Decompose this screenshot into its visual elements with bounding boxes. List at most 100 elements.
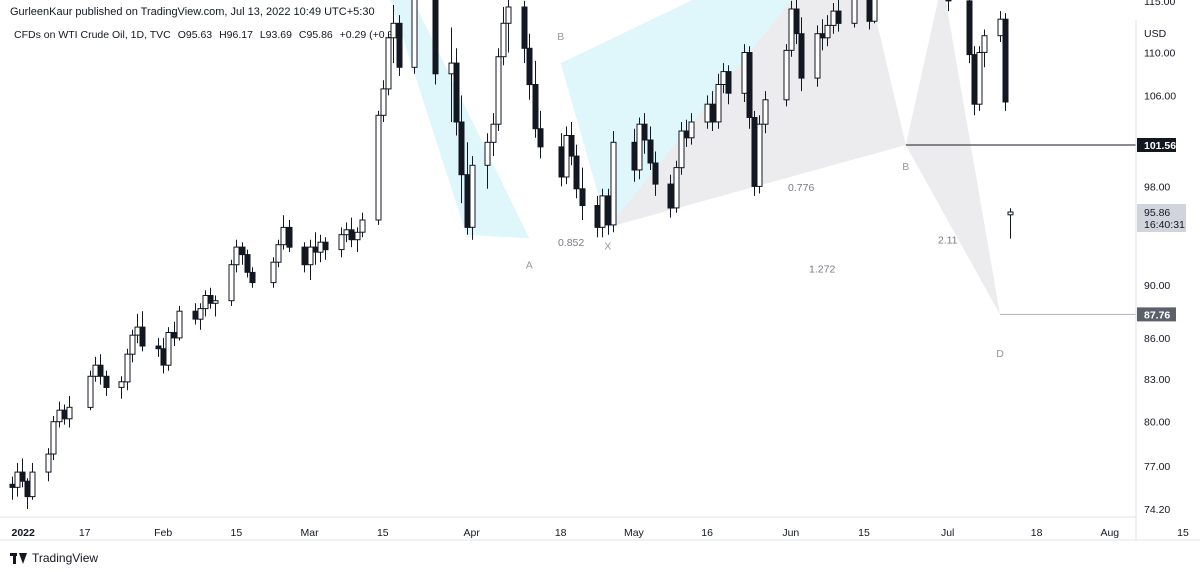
candle-body-up bbox=[741, 52, 748, 94]
candle-2022-02-02 bbox=[165, 327, 172, 371]
candle-2022-05-11 bbox=[678, 122, 685, 175]
candle-body-up bbox=[814, 33, 821, 79]
pattern-label-12: 0.776 bbox=[788, 182, 814, 194]
candle-body-down bbox=[537, 128, 544, 148]
candle-body-down bbox=[396, 22, 403, 68]
candle-body-up bbox=[354, 231, 361, 241]
candle-2022-01-11 bbox=[50, 416, 57, 460]
candle-2022-06-02 bbox=[793, 0, 800, 45]
candle-body-up bbox=[29, 471, 36, 498]
candle-2022-04-04 bbox=[484, 133, 491, 189]
candle-body-up bbox=[756, 123, 763, 187]
time-tick-label: 17 bbox=[79, 527, 91, 539]
candle-body-up bbox=[87, 375, 94, 408]
candle-2022-07-01 bbox=[945, 0, 952, 12]
time-tick-label: Jun bbox=[782, 527, 799, 539]
time-tick-label: Mar bbox=[301, 527, 320, 539]
bar-countdown: 16:40:31 bbox=[1144, 219, 1185, 231]
candle-body-up bbox=[484, 141, 491, 166]
candle-2022-04-06 bbox=[495, 48, 502, 131]
candle-2022-07-11 bbox=[997, 11, 1004, 42]
ohlc-close: C95.86 bbox=[298, 29, 333, 41]
candle-2022-04-22 bbox=[579, 167, 586, 220]
candle-2022-04-20 bbox=[568, 122, 575, 166]
candle-2022-03-14 bbox=[375, 110, 382, 225]
time-tick-label: May bbox=[624, 527, 645, 539]
pattern-label-7: X bbox=[604, 241, 611, 253]
ohlc-high: H96.17 bbox=[219, 29, 253, 41]
candle-body-up bbox=[275, 244, 282, 263]
candle-2022-06-17 bbox=[871, 0, 878, 24]
candle-2022-07-05 bbox=[966, 0, 973, 64]
candle-body-down bbox=[97, 364, 104, 377]
candle-body-up bbox=[212, 300, 219, 304]
candle-body-up bbox=[197, 308, 204, 320]
candle-2022-04-19 bbox=[563, 126, 570, 185]
candle-body-up bbox=[280, 226, 287, 246]
symbol-name[interactable]: CFDs on WTI Crude Oil, 1D, TVC bbox=[14, 29, 171, 41]
candle-2022-05-26 bbox=[756, 115, 763, 194]
candle-body-up bbox=[129, 334, 136, 355]
candle-body-up bbox=[673, 167, 680, 209]
trend-line-layer bbox=[905, 144, 1136, 315]
candle-2022-05-18 bbox=[715, 73, 722, 129]
candle-body-down bbox=[301, 246, 308, 266]
candle-body-down bbox=[9, 483, 16, 488]
pattern-1-leg-1 bbox=[390, 0, 530, 239]
candle-body-up bbox=[228, 264, 235, 302]
candle-body-up bbox=[375, 114, 382, 221]
price-tick-label: 80.00 bbox=[1144, 417, 1170, 429]
candle-body-up bbox=[124, 353, 131, 383]
candle-2022-01-14 bbox=[66, 395, 73, 428]
candle-body-down bbox=[605, 195, 612, 226]
candle-2022-06-03 bbox=[798, 17, 805, 92]
time-axis: 2022 17 Feb 15 Mar 15 Apr 18 May 16 Jun 15 Jul 18 Aug 1… bbox=[12, 527, 1189, 539]
price-label-value: 87.76 bbox=[1144, 309, 1170, 321]
candle-body-up bbox=[411, 0, 418, 68]
time-tick-label: 15 bbox=[231, 527, 243, 539]
candle-2022-07-06 bbox=[971, 46, 978, 116]
candle-2022-04-25 bbox=[594, 195, 601, 238]
candle-body-up bbox=[981, 35, 988, 53]
candle-body-up bbox=[343, 229, 350, 236]
footer-brand-text: TradingView bbox=[32, 551, 99, 565]
time-tick-label: 16 bbox=[701, 527, 713, 539]
price-label-3[interactable]: 87.76 bbox=[1137, 307, 1176, 322]
price-tick-label: 115.00 bbox=[1144, 0, 1175, 8]
candle-2022-06-16 bbox=[866, 0, 873, 30]
candle-2022-03-29 bbox=[453, 48, 460, 136]
tradingview-logo-icon bbox=[10, 552, 27, 564]
candle-body-down bbox=[19, 471, 26, 482]
candle-2022-05-04 bbox=[641, 113, 648, 154]
candle-2022-01-31 bbox=[155, 337, 162, 357]
candle-body-up bbox=[599, 195, 606, 228]
candle-body-up bbox=[824, 24, 831, 39]
candle-body-down bbox=[155, 345, 162, 350]
candle-body-down bbox=[652, 162, 659, 185]
candle-2022-07-07 bbox=[976, 46, 983, 111]
candle-2022-01-28 bbox=[139, 311, 146, 352]
candle-2022-01-18 bbox=[87, 370, 94, 411]
candle-2022-02-09 bbox=[202, 290, 209, 317]
candle-body-up bbox=[50, 421, 57, 455]
price-label-1[interactable]: 101.56 bbox=[1137, 138, 1176, 152]
candle-2022-05-25 bbox=[751, 110, 758, 196]
footer-brand[interactable]: TradingView bbox=[10, 551, 98, 565]
candle-2022-05-27 bbox=[762, 91, 769, 134]
price-label-box bbox=[1137, 138, 1176, 152]
candle-2022-03-21 bbox=[411, 0, 418, 74]
candle-2022-02-18 bbox=[249, 267, 256, 288]
candle-body-down bbox=[239, 246, 246, 256]
time-tick-label: 15 bbox=[858, 527, 870, 539]
pattern-1-leg-2 bbox=[560, 0, 792, 228]
candle-2022-02-15 bbox=[233, 239, 240, 273]
candle-body-up bbox=[45, 453, 52, 473]
candle-body-up bbox=[66, 406, 73, 420]
candle-2022-04-28 bbox=[610, 131, 617, 233]
candle-body-up bbox=[788, 8, 795, 51]
candle-2022-04-26 bbox=[599, 188, 606, 238]
candle-body-down bbox=[192, 310, 199, 320]
candle-2022-02-14 bbox=[228, 259, 235, 306]
